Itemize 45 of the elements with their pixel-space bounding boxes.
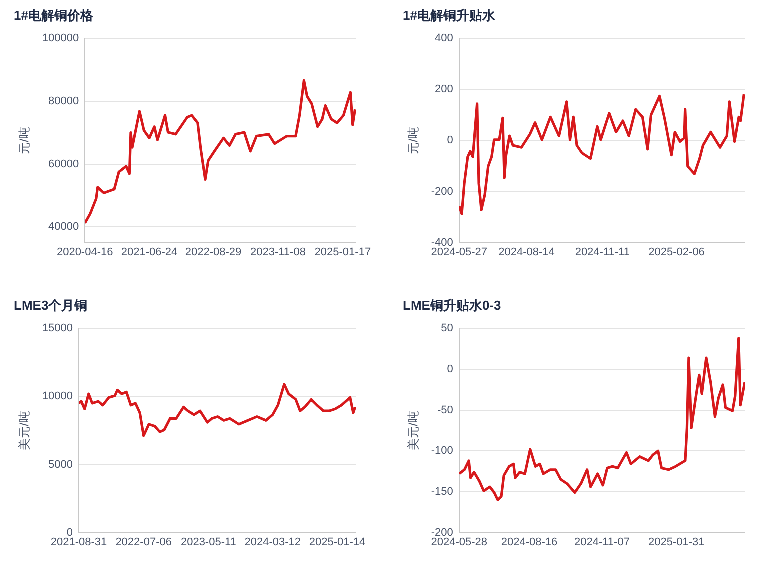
- chart-title: 1#电解铜价格: [14, 7, 94, 25]
- y-axis-title: 美元/吨: [406, 411, 421, 450]
- x-tick-label: 2021-06-24: [121, 246, 178, 258]
- y-axis-title: 美元/吨: [18, 411, 32, 450]
- x-tick-label: 2023-05-11: [180, 536, 236, 548]
- x-tick-label: 2020-04-16: [56, 246, 114, 258]
- y-axis-title: 元/吨: [18, 127, 32, 154]
- y-tick-label: 50: [441, 322, 454, 335]
- chart-title: LME3个月铜: [14, 297, 89, 315]
- y-tick-label: -400: [431, 236, 454, 249]
- y-tick-label: 400: [435, 32, 454, 45]
- y-tick-label: -100: [431, 445, 454, 458]
- x-tick-label: 2025-01-31: [648, 536, 705, 548]
- x-tick-label: 2023-11-08: [250, 246, 306, 258]
- x-tick-label: 2024-05-28: [431, 536, 488, 548]
- y-tick-label: 0: [447, 134, 454, 147]
- y-tick-label: 0: [66, 526, 73, 539]
- x-tick-label: 2025-01-17: [314, 246, 372, 258]
- y-tick-label: -150: [431, 486, 454, 498]
- y-tick-label: 10000: [42, 390, 73, 403]
- y-tick-label: 15000: [42, 322, 73, 335]
- chart-title: 1#电解铜升贴水: [403, 7, 496, 25]
- y-tick-label: 0: [447, 363, 454, 376]
- chart-title: LME铜升贴水0-3: [403, 297, 502, 315]
- x-tick-label: 2024-08-16: [501, 536, 558, 548]
- x-tick-label: 2024-11-07: [574, 536, 630, 548]
- x-tick-label: 2024-05-27: [431, 246, 488, 258]
- y-tick-label: -200: [431, 186, 454, 198]
- y-tick-label: 60000: [48, 158, 80, 170]
- y-tick-label: 100000: [42, 32, 80, 45]
- y-tick-label: 200: [435, 84, 454, 96]
- x-tick-label: 2021-08-31: [50, 536, 108, 548]
- y-tick-label: 5000: [48, 458, 73, 471]
- y-tick-label: 40000: [48, 221, 80, 234]
- x-tick-label: 2024-11-11: [575, 246, 630, 258]
- x-tick-label: 2024-08-14: [498, 246, 555, 258]
- y-tick-label: -200: [431, 526, 454, 539]
- x-tick-label: 2025-01-14: [309, 536, 366, 548]
- y-axis-title: 元/吨: [406, 127, 421, 154]
- x-tick-label: 2022-08-29: [185, 246, 242, 258]
- y-tick-label: -50: [438, 404, 454, 416]
- x-tick-label: 2025-02-06: [648, 246, 705, 258]
- y-tick-label: 80000: [48, 95, 80, 108]
- x-tick-label: 2022-07-06: [116, 536, 172, 548]
- x-tick-label: 2024-03-12: [244, 536, 302, 548]
